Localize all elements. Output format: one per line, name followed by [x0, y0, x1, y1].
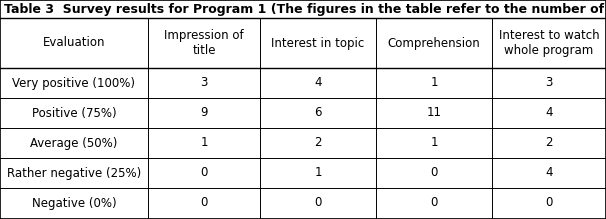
Text: 4: 4 [315, 76, 322, 90]
Text: Rather negative (25%): Rather negative (25%) [7, 166, 141, 180]
Text: Interest in topic: Interest in topic [271, 37, 365, 49]
Text: 0: 0 [430, 196, 438, 210]
Text: Very positive (100%): Very positive (100%) [13, 76, 136, 90]
Bar [376, 68, 492, 98]
Bar [148, 68, 260, 98]
Text: 1: 1 [200, 136, 208, 150]
Text: Impression of
title: Impression of title [164, 29, 244, 57]
Bar [260, 188, 376, 218]
Bar [376, 18, 492, 68]
Bar [260, 18, 376, 68]
Text: Comprehension: Comprehension [388, 37, 481, 49]
Text: 0: 0 [545, 196, 553, 210]
Bar [260, 98, 376, 128]
Bar [492, 98, 606, 128]
Text: Interest to watch
whole program: Interest to watch whole program [499, 29, 599, 57]
Bar [492, 128, 606, 158]
Text: 0: 0 [201, 166, 208, 180]
Bar [260, 158, 376, 188]
Text: Positive (75%): Positive (75%) [32, 106, 116, 120]
Bar [0, 158, 148, 188]
Text: 3: 3 [545, 76, 553, 90]
Text: 1: 1 [430, 136, 438, 150]
Bar [0, 0, 606, 18]
Bar [492, 158, 606, 188]
Bar [260, 68, 376, 98]
Text: 4: 4 [545, 166, 553, 180]
Text: 9: 9 [200, 106, 208, 120]
Bar [0, 98, 148, 128]
Text: 4: 4 [545, 106, 553, 120]
Text: 11: 11 [427, 106, 442, 120]
Bar [0, 188, 148, 218]
Bar [0, 68, 148, 98]
Bar [492, 68, 606, 98]
Text: 6: 6 [315, 106, 322, 120]
Text: 1: 1 [315, 166, 322, 180]
Text: Table 3  Survey results for Program 1 (The figures in the table refer to the num: Table 3 Survey results for Program 1 (Th… [4, 2, 606, 16]
Bar [148, 98, 260, 128]
Bar [376, 188, 492, 218]
Bar [492, 188, 606, 218]
Bar [148, 128, 260, 158]
Bar [376, 98, 492, 128]
Text: 1: 1 [430, 76, 438, 90]
Bar [0, 128, 148, 158]
Bar [148, 188, 260, 218]
Text: 0: 0 [201, 196, 208, 210]
Text: Average (50%): Average (50%) [30, 136, 118, 150]
Bar [260, 128, 376, 158]
Bar [148, 158, 260, 188]
Text: 0: 0 [315, 196, 322, 210]
Bar [148, 18, 260, 68]
Text: 3: 3 [201, 76, 208, 90]
Bar [376, 128, 492, 158]
Bar [0, 18, 148, 68]
Text: Negative (0%): Negative (0%) [32, 196, 116, 210]
Text: 2: 2 [315, 136, 322, 150]
Bar [492, 18, 606, 68]
Text: 0: 0 [430, 166, 438, 180]
Text: Evaluation: Evaluation [43, 37, 105, 49]
Text: 2: 2 [545, 136, 553, 150]
Bar [376, 158, 492, 188]
